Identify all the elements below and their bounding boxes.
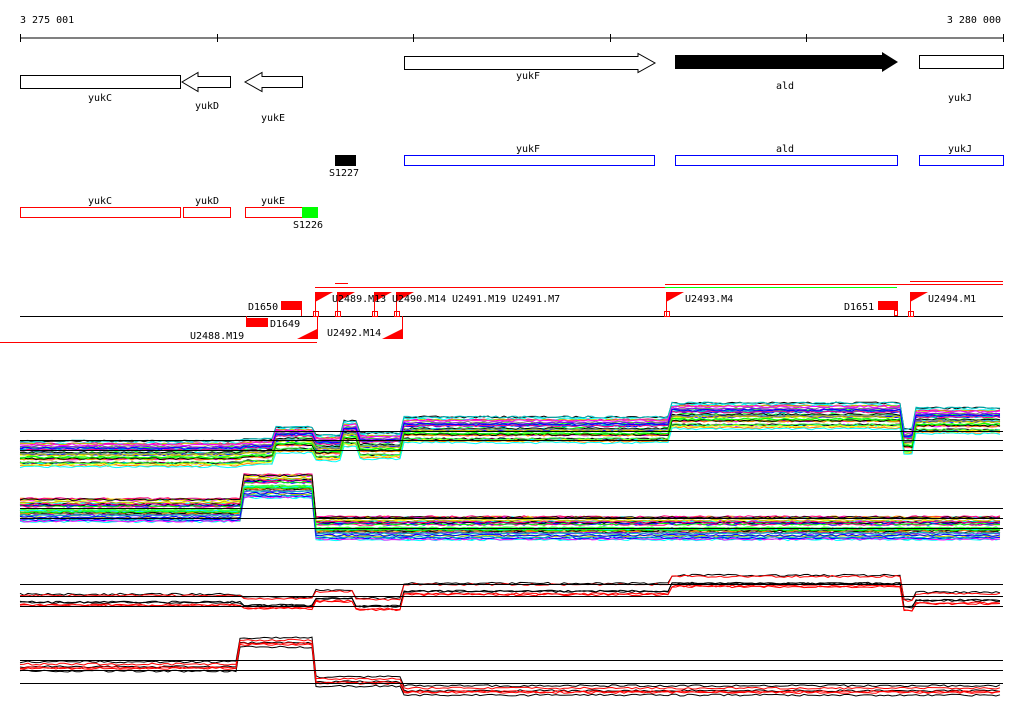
expression-panel-1 bbox=[19, 401, 1003, 469]
expression-plots bbox=[19, 401, 1003, 697]
red-label-yukD: yukD bbox=[195, 196, 219, 207]
gene-yukD[interactable]: yukD bbox=[181, 71, 231, 113]
feature-D1649[interactable] bbox=[246, 318, 268, 327]
expression-line bbox=[19, 415, 1001, 457]
segment-S1227[interactable] bbox=[335, 155, 356, 166]
expression-line bbox=[19, 581, 1001, 608]
expression-line bbox=[19, 585, 1001, 612]
flag-U2490 bbox=[374, 292, 392, 302]
blue-box-ald[interactable] bbox=[675, 155, 898, 166]
feature-D1650[interactable] bbox=[281, 301, 301, 310]
expression-line bbox=[19, 478, 1001, 524]
expression-panel-2 bbox=[19, 473, 1003, 542]
expression-line bbox=[19, 474, 1001, 520]
expression-line bbox=[19, 636, 1001, 688]
expression-line bbox=[19, 476, 1000, 522]
feature-label-U2494: U2494.M1 bbox=[928, 294, 976, 305]
red-label-yukE: yukE bbox=[261, 196, 285, 207]
feature-D1651[interactable] bbox=[878, 301, 898, 310]
flag-base bbox=[372, 311, 378, 317]
red-transcript-track: yukC yukD yukE S1226 bbox=[20, 196, 323, 231]
feature-label-U2491b: U2491.M7 bbox=[512, 294, 560, 305]
expression-line bbox=[19, 487, 1001, 533]
blue-transcript-track: S1227 yukF ald yukJ bbox=[329, 144, 1004, 179]
blue-label-yukJ: yukJ bbox=[948, 144, 972, 155]
expression-line bbox=[19, 489, 1001, 536]
blue-box-yukF[interactable] bbox=[404, 155, 655, 166]
expression-line bbox=[19, 408, 1001, 450]
segment-S1226[interactable] bbox=[302, 207, 318, 218]
flag-base bbox=[313, 311, 319, 317]
expression-line bbox=[19, 419, 1001, 461]
flag-U2489b bbox=[337, 292, 355, 302]
flag-U2493 bbox=[666, 292, 684, 302]
expression-panel-4 bbox=[19, 636, 1003, 697]
expression-line bbox=[19, 405, 1001, 447]
feature-label-U2489: U2489.M13 bbox=[332, 294, 386, 305]
expression-line bbox=[19, 493, 1001, 539]
blue-label-ald: ald bbox=[776, 144, 794, 155]
expression-line bbox=[19, 427, 1001, 469]
segment-label-S1227: S1227 bbox=[329, 168, 359, 179]
expression-line bbox=[19, 642, 1001, 694]
gene-yukC[interactable]: yukC bbox=[20, 75, 181, 105]
gene-label-ald: ald bbox=[776, 81, 794, 92]
gene-label-yukE: yukE bbox=[261, 113, 285, 124]
feature-track: D1650 D1649 D1651 U2488.M19 U2489.M13 U2… bbox=[0, 281, 1003, 343]
expression-panel-3 bbox=[19, 573, 1003, 612]
expression-line bbox=[19, 477, 1001, 523]
gene-yukJ[interactable]: yukJ bbox=[919, 55, 1004, 105]
feature-label-U2488: U2488.M19 bbox=[190, 331, 244, 342]
gene-label-yukC: yukC bbox=[88, 93, 112, 104]
coordinate-ruler: 3 275 001 3 280 000 bbox=[20, 15, 1004, 42]
feature-label-U2492: U2492.M14 bbox=[327, 328, 381, 339]
flag-U2491 bbox=[396, 292, 414, 302]
flag-U2492 bbox=[382, 329, 402, 339]
gene-track: yukC yukD yukE yukF ald yukJ bbox=[20, 52, 1004, 125]
feature-label-U2493: U2493.M4 bbox=[685, 294, 733, 305]
feature-label-U2491: U2491.M19 bbox=[452, 294, 506, 305]
expression-line bbox=[19, 491, 1001, 537]
flag-base bbox=[394, 311, 400, 317]
expression-line bbox=[19, 573, 1001, 601]
feature-label-U2490: U2490.M14 bbox=[392, 294, 446, 305]
feature-label-D1650: D1650 bbox=[248, 302, 278, 313]
expression-line bbox=[19, 404, 1001, 446]
gene-yukF[interactable]: yukF bbox=[404, 52, 657, 83]
flag-base bbox=[664, 311, 670, 317]
expression-line bbox=[20, 486, 1001, 532]
ruler-ticks bbox=[20, 34, 1004, 42]
ruler-start-label: 3 275 001 bbox=[20, 15, 74, 26]
gene-label-yukD: yukD bbox=[195, 101, 219, 112]
ruler-end-label: 3 280 000 bbox=[947, 15, 1001, 26]
gene-yukE[interactable]: yukE bbox=[243, 71, 303, 125]
flag-U2489 bbox=[315, 292, 333, 302]
expression-line bbox=[19, 417, 1001, 459]
expression-line bbox=[19, 638, 1001, 690]
expression-line bbox=[19, 584, 1001, 612]
expression-line bbox=[19, 645, 1001, 697]
gene-label-yukF: yukF bbox=[516, 71, 540, 82]
gene-ald[interactable]: ald bbox=[675, 52, 898, 92]
flag-base bbox=[335, 311, 341, 317]
blue-box-yukJ[interactable] bbox=[919, 155, 1004, 166]
red-box-yukC[interactable] bbox=[20, 207, 181, 218]
feature-label-D1649: D1649 bbox=[270, 319, 300, 330]
segment-label-S1226: S1226 bbox=[293, 220, 323, 231]
red-box-yukD[interactable] bbox=[183, 207, 231, 218]
gene-label-yukJ: yukJ bbox=[948, 93, 972, 104]
expression-line bbox=[19, 574, 1001, 602]
feature-flags bbox=[297, 292, 928, 339]
blue-label-yukF: yukF bbox=[516, 144, 540, 155]
flag-U2488 bbox=[297, 329, 317, 339]
expression-line bbox=[19, 423, 1001, 465]
flag-base bbox=[908, 311, 914, 317]
red-label-yukC: yukC bbox=[88, 196, 112, 207]
flag-U2494 bbox=[910, 292, 928, 302]
feature-label-D1651: D1651 bbox=[844, 302, 874, 313]
expression-line bbox=[19, 425, 1001, 467]
expression-line bbox=[19, 643, 1001, 694]
